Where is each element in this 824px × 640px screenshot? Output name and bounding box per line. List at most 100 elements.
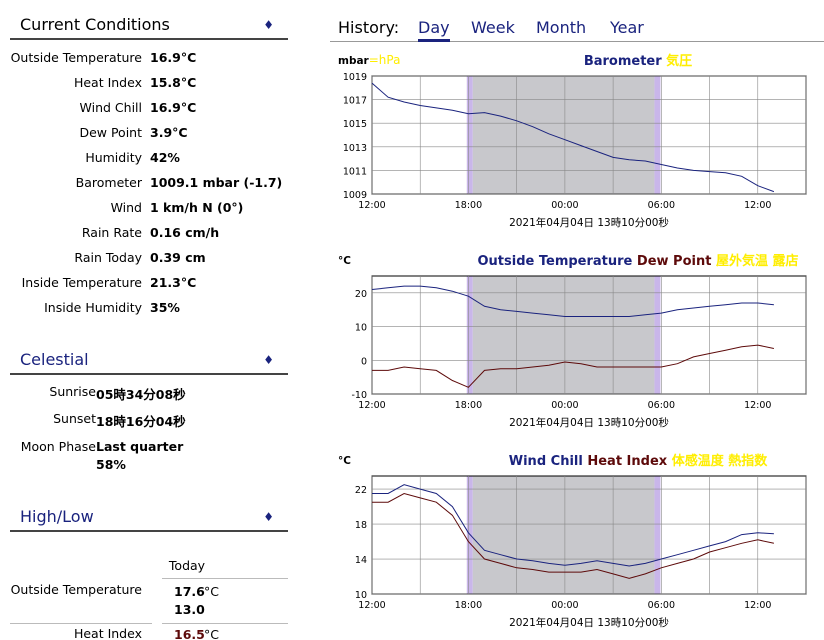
twilight-band: [466, 276, 473, 394]
celestial-row-moon-phase: Moon Phase Last quarter: [10, 439, 288, 459]
chart-title-part: 気圧: [666, 53, 692, 69]
tab-week[interactable]: Week: [471, 18, 515, 37]
row-value: 05時34分08秒: [96, 387, 186, 402]
highlow-header[interactable]: High/Low ♦: [10, 507, 288, 532]
tab-year[interactable]: Year: [610, 18, 644, 37]
x-tick-label: 06:00: [648, 200, 675, 211]
row-label: Outside Temperature: [10, 582, 142, 597]
x-tick-label: 12:00: [358, 400, 385, 411]
row-label: Heat Index: [73, 75, 142, 90]
highlow-row-divider: [10, 623, 152, 624]
high-value: 16.5: [174, 627, 205, 640]
row-label: Dew Point: [79, 125, 142, 140]
highlow-column-today: Today: [168, 558, 206, 573]
x-caption: 2021年04月04日 13時10分00秒: [509, 416, 669, 429]
highlow-row-divider: [162, 623, 288, 624]
current-row: Dew Point 3.9°C: [10, 125, 288, 145]
row-label: Outside Temperature: [10, 50, 142, 65]
x-tick-label: 00:00: [551, 200, 578, 211]
x-tick-label: 12:00: [358, 200, 385, 211]
y-unit-extra: =hPa: [369, 53, 401, 67]
high-value: 17.6: [174, 584, 205, 599]
temperature-dewpoint-chart: -10 0 10 20 12:00 18:00 00:00 06:00 12:00 2021年04…: [338, 253, 807, 429]
x-caption: 2021年04月04日 13時10分00秒: [509, 616, 669, 629]
unit-label: °C: [204, 584, 219, 599]
current-row: Humidity 42%: [10, 150, 288, 170]
tab-day[interactable]: Day: [418, 18, 450, 42]
y-tick-label: 1019: [343, 72, 367, 83]
history-label: History:: [338, 18, 400, 37]
row-label: Heat Index: [73, 626, 142, 640]
celestial-row-sunrise: Sunrise 05時34分08秒: [10, 384, 288, 404]
row-label: Wind: [110, 200, 142, 215]
chart-title-part: Dew Point: [637, 254, 716, 269]
y-tick-label: 14: [355, 555, 367, 566]
row-label: Inside Temperature: [21, 275, 142, 290]
collapse-diamond-icon[interactable]: ♦: [263, 353, 274, 367]
row-value: 0.16 cm/h: [150, 225, 220, 240]
current-row: Outside Temperature 16.9°C: [10, 50, 288, 70]
highlow-row-heat-index: Heat Index 16.5 °C: [10, 626, 288, 640]
chart-title: Outside Temperature Dew Point 屋外気温 露店: [478, 253, 799, 269]
current-conditions-title: Current Conditions: [20, 15, 170, 34]
celestial-row-sunset: Sunset 18時16分04秒: [10, 411, 288, 431]
y-tick-label: 22: [355, 485, 367, 496]
y-tick-label: 18: [355, 520, 367, 531]
current-conditions-header[interactable]: Current Conditions ♦: [10, 15, 288, 40]
y-tick-label: 1011: [343, 166, 367, 177]
row-label: Wind Chill: [79, 100, 142, 115]
twilight-band: [654, 76, 661, 194]
series-line: [371, 285, 774, 317]
highlow-title: High/Low: [20, 507, 94, 526]
x-tick-label: 18:00: [455, 400, 482, 411]
row-value: 1 km/h N (0°): [150, 200, 244, 215]
chart-title-part: 屋外気温 露店: [716, 253, 799, 269]
current-row: Wind 1 km/h N (0°): [10, 200, 288, 220]
moon-fullness-value: 58%: [96, 457, 126, 472]
series-line: [372, 484, 774, 567]
twilight-band: [466, 76, 473, 194]
celestial-header[interactable]: Celestial ♦: [10, 350, 288, 375]
row-value: 21.3°C: [150, 275, 197, 290]
y-unit-label: mbar=hPa: [338, 53, 400, 67]
collapse-diamond-icon[interactable]: ♦: [263, 18, 274, 32]
chart-title-part: Heat Index: [587, 454, 671, 469]
row-label: Sunrise: [49, 384, 96, 399]
row-value: 3.9°C: [150, 125, 188, 140]
highlow-row-outside-temperature: Outside Temperature 17.6 °C 13.0: [10, 582, 288, 622]
x-tick-label: 00:00: [551, 400, 578, 411]
highlow-divider: [162, 578, 288, 579]
current-row: Inside Temperature 21.3°C: [10, 275, 288, 295]
x-tick-label: 12:00: [744, 600, 771, 611]
y-tick-label: 10: [355, 590, 367, 601]
x-tick-label: 18:00: [455, 600, 482, 611]
x-tick-label: 18:00: [455, 200, 482, 211]
y-unit-label: °C: [338, 455, 351, 467]
y-tick-label: 1013: [343, 143, 367, 154]
current-row: Heat Index 15.8°C: [10, 75, 288, 95]
y-unit-label: °C: [338, 255, 351, 267]
row-value: 0.39 cm: [150, 250, 206, 265]
x-tick-label: 12:00: [744, 200, 771, 211]
row-value: 1009.1 mbar (-1.7): [150, 175, 283, 190]
tab-month[interactable]: Month: [536, 18, 587, 37]
twilight-band: [654, 276, 661, 394]
row-label: Barometer: [75, 175, 142, 190]
barometer-chart: 1009 1011 1013 1015 1017 1019 12:00 18:00 00:00 0…: [338, 53, 807, 229]
collapse-diamond-icon[interactable]: ♦: [263, 510, 274, 524]
series-line: [372, 344, 775, 388]
current-row: Barometer 1009.1 mbar (-1.7): [10, 175, 288, 195]
series-line: [371, 82, 775, 193]
y-tick-label: 20: [355, 289, 367, 300]
night-band: [472, 476, 655, 594]
chart-title-part: Barometer: [584, 54, 666, 69]
row-value: 35%: [150, 300, 180, 315]
row-value: 15.8°C: [150, 75, 197, 90]
chart-title: Wind Chill Heat Index 体感温度 熱指数: [509, 453, 768, 469]
row-label: Rain Rate: [81, 225, 142, 240]
y-tick-label: -10: [351, 390, 367, 401]
y-tick-label: 1017: [343, 96, 367, 107]
row-value: Last quarter: [96, 439, 184, 454]
row-label: Moon Phase: [20, 439, 96, 454]
current-row: Inside Humidity 35%: [10, 300, 288, 320]
